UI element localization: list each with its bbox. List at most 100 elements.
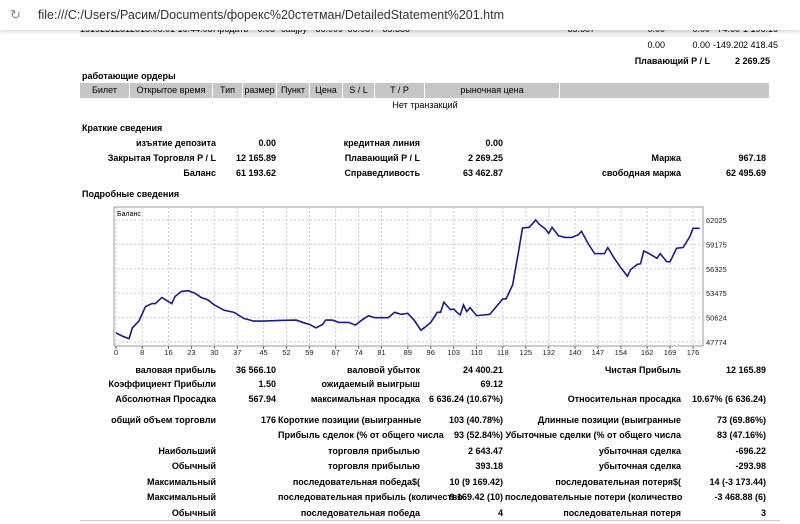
stat-value: -696.22	[735, 446, 766, 456]
stat-label: последовательная прибыль (количество	[278, 492, 463, 502]
stat-row: Максимальный последовательная победа$(10 …	[80, 475, 770, 490]
balance-point	[115, 332, 117, 334]
stat-label: Баланс	[183, 168, 216, 178]
stat-value: 9 169.42 (10)	[449, 492, 503, 502]
stat-value: 0.00	[485, 138, 503, 148]
balance-point	[620, 267, 622, 269]
stat-value: 62 495.69	[725, 168, 766, 178]
stat-row: Обычный последовательная победа 4 последова…	[80, 506, 770, 521]
stat-value: 36 566.10	[235, 365, 276, 375]
stat-row: Максимальный последовательная прибыль (ко…	[80, 490, 770, 505]
stat-label: убыточная сделка	[598, 446, 681, 456]
balance-point	[168, 301, 169, 302]
stat-label: Коэффициент Прибыли	[108, 379, 216, 389]
balance-point	[512, 284, 514, 286]
balance-point	[279, 320, 281, 321]
x-tick-label: 132	[542, 348, 555, 357]
stat-value: 6 636.24 (10.67%)	[428, 394, 503, 404]
stat-label: Наибольший	[158, 446, 216, 456]
balance-point	[138, 320, 140, 322]
balance-line	[115, 218, 700, 340]
balance-point	[122, 335, 123, 337]
stat-value: -3 468.88 (6)	[714, 492, 766, 502]
stat-label: последовательная победа	[300, 508, 420, 518]
stat-label: Закрытая Торговля P / L	[107, 153, 216, 163]
floating-pl-label: Плавающий P / L	[634, 56, 710, 66]
balance-point	[302, 322, 304, 323]
balance-point	[213, 304, 215, 306]
balance-point	[551, 226, 553, 228]
stat-value: 10.67% (6 636.24)	[691, 394, 766, 404]
balance-point	[676, 247, 678, 249]
x-tick-label: 176	[687, 348, 700, 357]
balance-point	[571, 237, 573, 238]
stat-value: 69.12	[480, 379, 503, 389]
balance-point	[420, 329, 422, 331]
stat-label: последовательная победа$(	[292, 477, 420, 487]
balance-point	[594, 253, 596, 255]
x-tick-label: 74	[354, 348, 362, 357]
stat-row: Абсолютная Просадка 567.94 максимальная пр…	[80, 392, 770, 407]
reload-icon[interactable]: ↻	[10, 7, 21, 22]
total-cell: 2 418.45	[743, 40, 779, 50]
stat-label: Максимальный	[147, 492, 216, 502]
stat-value: 73 (69.86%)	[716, 415, 766, 425]
stat-row: общий объем торговли 176 Короткие позиции …	[80, 413, 770, 428]
balance-point	[531, 223, 533, 225]
chart-title: Баланс	[117, 211, 141, 218]
y-tick-label: 62025	[706, 216, 727, 225]
x-tick-label: 16	[164, 348, 172, 357]
balance-point	[423, 327, 425, 329]
y-tick-label: 56325	[706, 265, 727, 274]
balance-point	[400, 313, 402, 315]
url-text[interactable]: file:///C:/Users/Расим/Documents/форекс%…	[38, 8, 504, 22]
balance-point	[407, 312, 409, 314]
stat-label: Обычный	[171, 508, 216, 518]
column-header: размер	[243, 83, 277, 98]
balance-point	[613, 257, 615, 259]
no-transactions-text: Нет транзакций	[392, 100, 458, 110]
balance-point	[518, 247, 520, 248]
balance-point	[315, 327, 317, 329]
stat-value: 176	[260, 415, 276, 425]
x-tick-label: 8	[140, 348, 144, 357]
stat-value: 2 643.47	[467, 446, 503, 456]
totals-row: 0.00 0.00 -149.20 2 418.45	[80, 38, 779, 53]
stat-value: 3	[760, 508, 766, 518]
x-tick-label: 37	[233, 348, 241, 357]
balance-point	[449, 309, 451, 311]
x-tick-label: 81	[377, 348, 385, 357]
stat-label: Обычный	[171, 461, 216, 471]
stat-value: 12 165.89	[725, 365, 766, 375]
balance-point	[309, 324, 310, 325]
balance-point	[440, 311, 441, 313]
balance-point	[505, 298, 507, 300]
stat-label: Короткие позиции (выигранные	[278, 415, 422, 425]
balance-point	[649, 253, 651, 255]
balance-point	[577, 234, 579, 236]
x-tick-label: 59	[305, 348, 313, 357]
x-tick-label: 96	[427, 348, 435, 357]
balance-point	[627, 275, 628, 277]
stat-row: валовая прибыль 36 566.10 валовой убыток 24…	[80, 363, 770, 378]
total-cell: 0.00	[692, 40, 710, 50]
orders-header: Билет Открытое время Тип размер Пункт Цена S /…	[80, 83, 770, 98]
balance-point	[669, 261, 671, 263]
balance-point	[466, 311, 468, 313]
balance-point	[394, 311, 396, 313]
stat-value: 14 (-3 173.44)	[709, 477, 766, 487]
address-bar[interactable]: ↻ file:///C:/Users/Расим/Documents/форек…	[0, 0, 800, 30]
balance-point	[453, 308, 455, 310]
balance-point	[368, 315, 369, 317]
x-tick-label: 23	[187, 348, 195, 357]
y-tick-label: 50624	[706, 314, 727, 323]
balance-point	[263, 320, 264, 322]
stat-label: Справедливость	[344, 168, 420, 178]
balance-point	[456, 311, 458, 313]
balance-point	[181, 291, 182, 292]
balance-point	[233, 311, 235, 313]
balance-point	[545, 228, 546, 230]
column-header: T / P	[375, 83, 425, 98]
stat-label: торговля прибылью	[328, 446, 420, 456]
balance-point	[413, 320, 415, 321]
